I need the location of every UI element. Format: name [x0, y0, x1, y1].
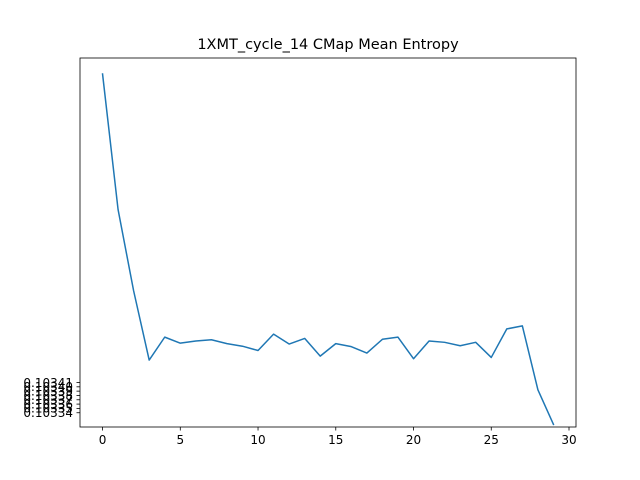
- y-tick-label: 0.10338: [23, 389, 73, 403]
- x-tick-label: 25: [484, 433, 499, 447]
- x-tick-label: 20: [406, 433, 421, 447]
- plot-frame: [79, 57, 577, 428]
- y-tick-label: 0.10336: [23, 397, 73, 411]
- y-tick-label: 0.10335: [23, 402, 73, 416]
- chart-title: 1XMT_cycle_14 CMap Mean Entropy: [197, 37, 459, 53]
- y-tick-label: 0.10339: [23, 384, 73, 398]
- y-tick-label: 0.10337: [23, 393, 73, 407]
- x-tick-label: 0: [99, 433, 107, 447]
- y-tick-label: 0.10340: [23, 380, 73, 394]
- axes: 0 5 10 15 20 25 30 0.103340.103350.103360.10337…: [23, 57, 577, 447]
- x-tick-label: 5: [176, 433, 184, 447]
- y-tick-label: 0.10334: [23, 406, 73, 420]
- plot-area: [101, 73, 555, 426]
- y-tick-label: 0.10341: [23, 376, 73, 390]
- x-tick-label: 10: [250, 433, 265, 447]
- x-tick-label: 15: [328, 433, 343, 447]
- x-tick-label: 30: [561, 433, 576, 447]
- series-line-0: [101, 73, 555, 426]
